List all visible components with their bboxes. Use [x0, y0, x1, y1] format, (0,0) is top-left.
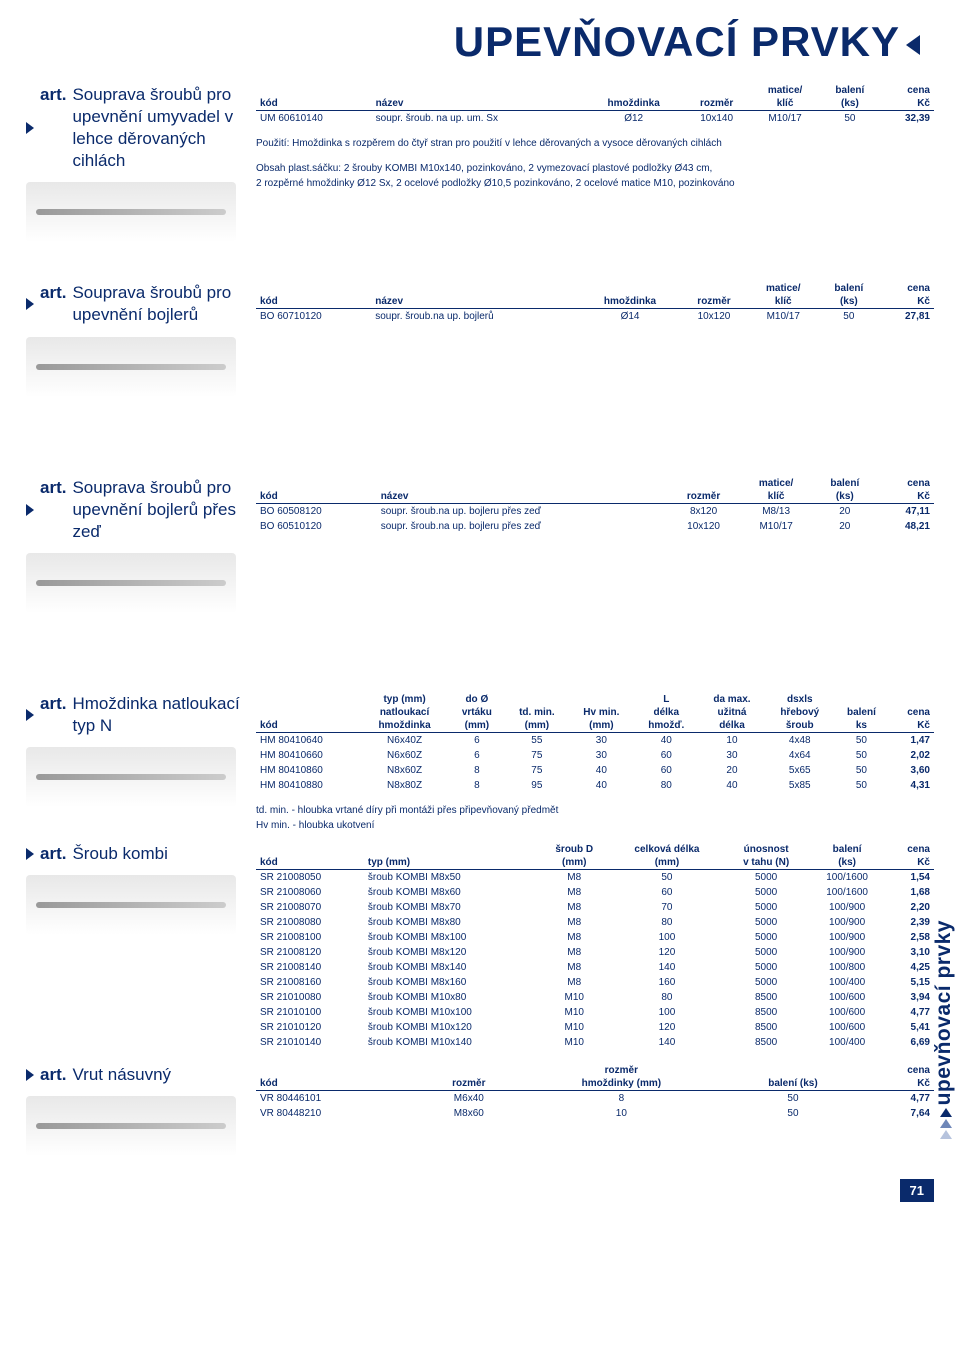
caret-icon	[26, 848, 34, 860]
usage-note: Použití: Hmoždinka s rozpěrem do čtyř st…	[256, 136, 934, 191]
table-row: HM 80410860N8x60Z8754060205x65503,60	[256, 763, 934, 778]
table-row: SR 21008070šroub KOMBI M8x70M8705000100/…	[256, 900, 934, 915]
table-row: SR 21008080šroub KOMBI M8x80M8805000100/…	[256, 915, 934, 930]
table-row: SR 21008050šroub KOMBI M8x50M8505000100/…	[256, 869, 934, 885]
caret-icon	[26, 1069, 34, 1081]
table: typ (mm) do Ø L da max. dsxls natloukací…	[256, 693, 934, 793]
table-row: UM 60610140 soupr. šroub. na up. um. Sx …	[256, 111, 934, 127]
section-vrut-nasuvny: art. Vrut násuvný rozměr cena kód rozměr…	[26, 1064, 934, 1156]
caret-icon	[26, 709, 34, 721]
table-row: SR 21008100šroub KOMBI M8x100M8100500010…	[256, 930, 934, 945]
caret-icon	[26, 298, 34, 310]
table: rozměr cena kód rozměr hmoždinky (mm) ba…	[256, 1064, 934, 1121]
product-image	[26, 182, 236, 242]
product-image	[26, 747, 236, 807]
table-row: SR 21008120šroub KOMBI M8x120M8120500010…	[256, 945, 934, 960]
table: matice/ balení cena kód název hmoždinka …	[256, 282, 934, 324]
section-heading: art. Souprava šroubů pro upevnění bojler…	[26, 477, 256, 543]
table-row: SR 21008160šroub KOMBI M8x160M8160500010…	[256, 975, 934, 990]
side-category-label: upevňovací prvky	[932, 920, 956, 1105]
product-image	[26, 1096, 236, 1156]
side-triangles	[940, 1108, 952, 1139]
table-row: SR 21010100šroub KOMBI M10x100M101008500…	[256, 1005, 934, 1020]
table-row: SR 21008060šroub KOMBI M8x60M8605000100/…	[256, 885, 934, 900]
table-row: BO 60508120 soupr. šroub.na up. bojleru …	[256, 503, 934, 519]
section-bojleru: art. Souprava šroubů pro upevnění bojler…	[26, 282, 934, 396]
table-row: HM 80410640N6x40Z6553040104x48501,47	[256, 732, 934, 748]
table: matice/ balení cena kód název rozměr klí…	[256, 477, 934, 534]
section-heading: art. Šroub kombi	[26, 843, 256, 865]
section-umyvadla: art. Souprava šroubů pro upevnění umyvad…	[26, 84, 934, 242]
footnote: td. min. - hloubka vrtané díry při montá…	[256, 803, 934, 833]
table-row: SR 21010140šroub KOMBI M10x140M101408500…	[256, 1035, 934, 1050]
table-row: VR 80448210 M8x60 10 50 7,64	[256, 1106, 934, 1121]
caret-icon	[26, 122, 34, 134]
section-hmozdinka-natloukaci: art. Hmoždinka natloukací typ N typ (mm)…	[26, 693, 934, 833]
table-row: SR 21008140šroub KOMBI M8x140M8140500010…	[256, 960, 934, 975]
table: šroub D celková délka únosnost balení ce…	[256, 843, 934, 1050]
section-heading: art. Hmoždinka natloukací typ N	[26, 693, 256, 737]
product-image	[26, 875, 236, 935]
table-row: BO 60510120 soupr. šroub.na up. bojleru …	[256, 519, 934, 534]
table-row: SR 21010120šroub KOMBI M10x120M101208500…	[256, 1020, 934, 1035]
table-row: HM 80410880N8x80Z8954080405x85504,31	[256, 778, 934, 793]
section-sroub-kombi: art. Šroub kombi šroub D celková délka ú…	[26, 843, 934, 1050]
table-row: HM 80410660N6x60Z6753060304x64502,02	[256, 748, 934, 763]
section-heading: art. Souprava šroubů pro upevnění umyvad…	[26, 84, 256, 172]
section-heading: art. Vrut násuvný	[26, 1064, 256, 1086]
caret-icon	[26, 504, 34, 516]
table-row: SR 21010080šroub KOMBI M10x80M1080850010…	[256, 990, 934, 1005]
page-title: UPEVŇOVACÍ PRVKY	[0, 0, 960, 66]
title-caret-icon	[906, 35, 920, 55]
table-row: VR 80446101 M6x40 8 50 4,77	[256, 1090, 934, 1106]
table-row: BO 60710120 soupr. šroub.na up. bojlerů …	[256, 309, 934, 325]
table: matice/ balení cena kód název hmoždinka …	[256, 84, 934, 126]
page-number: 71	[900, 1179, 934, 1202]
section-heading: art. Souprava šroubů pro upevnění bojler…	[26, 282, 256, 326]
section-bojleru-pres-zed: art. Souprava šroubů pro upevnění bojler…	[26, 477, 934, 613]
product-image	[26, 553, 236, 613]
product-image	[26, 337, 236, 397]
